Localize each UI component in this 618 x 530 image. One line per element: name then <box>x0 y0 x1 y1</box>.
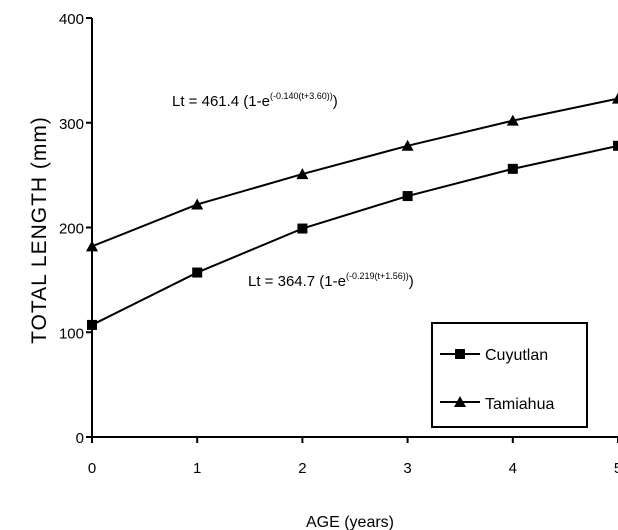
legend-label-cuyutlan: Cuyutlan <box>485 347 548 364</box>
equation-tamiahua: Lt = 461.4 (1-e(-0.140(t+3.60))) <box>172 91 338 110</box>
series-layer <box>86 92 618 330</box>
y-tick-label-0: 0 <box>76 430 84 447</box>
y-tick-label-3: 300 <box>59 116 84 133</box>
point-tamiahua-4 <box>506 114 519 126</box>
y-tick-label-1: 100 <box>59 325 84 342</box>
point-cuyutlan-1 <box>192 267 203 278</box>
point-cuyutlan-2 <box>297 223 308 234</box>
point-tamiahua-2 <box>296 168 309 180</box>
series-line-cuyutlan <box>91 144 618 326</box>
x-axis-title: AGE (years) <box>306 514 394 530</box>
point-tamiahua-0 <box>86 240 98 252</box>
legend: Cuyutlan Tamiahua <box>431 322 588 428</box>
equation-cuyutlan-close: ) <box>409 273 414 290</box>
equation-cuyutlan-main: Lt = 364.7 (1-e <box>248 273 346 290</box>
point-cuyutlan-4 <box>507 163 518 174</box>
x-axis: 0 1 2 3 4 5 <box>88 436 618 477</box>
x-tick-label-3: 3 <box>403 460 411 477</box>
x-tick-label-1: 1 <box>193 460 201 477</box>
x-tick-label-2: 2 <box>298 460 306 477</box>
y-axis: 0 100 200 300 400 <box>59 11 93 447</box>
equation-cuyutlan-exponent: (-0.219(t+1.56)) <box>346 271 409 281</box>
y-axis-title: TOTAL LENGTH (mm) <box>28 116 51 344</box>
series-line-tamiahua <box>91 97 618 248</box>
legend-box <box>431 322 588 428</box>
equation-tamiahua-main: Lt = 461.4 (1-e <box>172 93 270 110</box>
legend-label-tamiahua: Tamiahua <box>485 396 554 413</box>
equation-tamiahua-close: ) <box>333 93 338 110</box>
point-tamiahua-5 <box>612 92 618 104</box>
point-cuyutlan-3 <box>402 191 413 202</box>
point-tamiahua-1 <box>191 198 204 210</box>
x-tick-label-0: 0 <box>88 460 96 477</box>
x-tick-label-4: 4 <box>509 460 517 477</box>
point-tamiahua-3 <box>401 139 414 151</box>
equation-tamiahua-exponent: (-0.140(t+3.60)) <box>270 91 333 101</box>
point-cuyutlan-0 <box>87 319 97 330</box>
equation-cuyutlan: Lt = 364.7 (1-e(-0.219(t+1.56))) <box>248 271 414 290</box>
point-cuyutlan-5 <box>613 140 618 151</box>
legend-marker-tamiahua <box>454 396 466 407</box>
x-tick-label-5: 5 <box>614 460 618 477</box>
y-tick-label-4: 400 <box>59 11 84 28</box>
y-tick-label-2: 200 <box>59 221 84 238</box>
legend-marker-cuyutlan <box>455 349 465 359</box>
